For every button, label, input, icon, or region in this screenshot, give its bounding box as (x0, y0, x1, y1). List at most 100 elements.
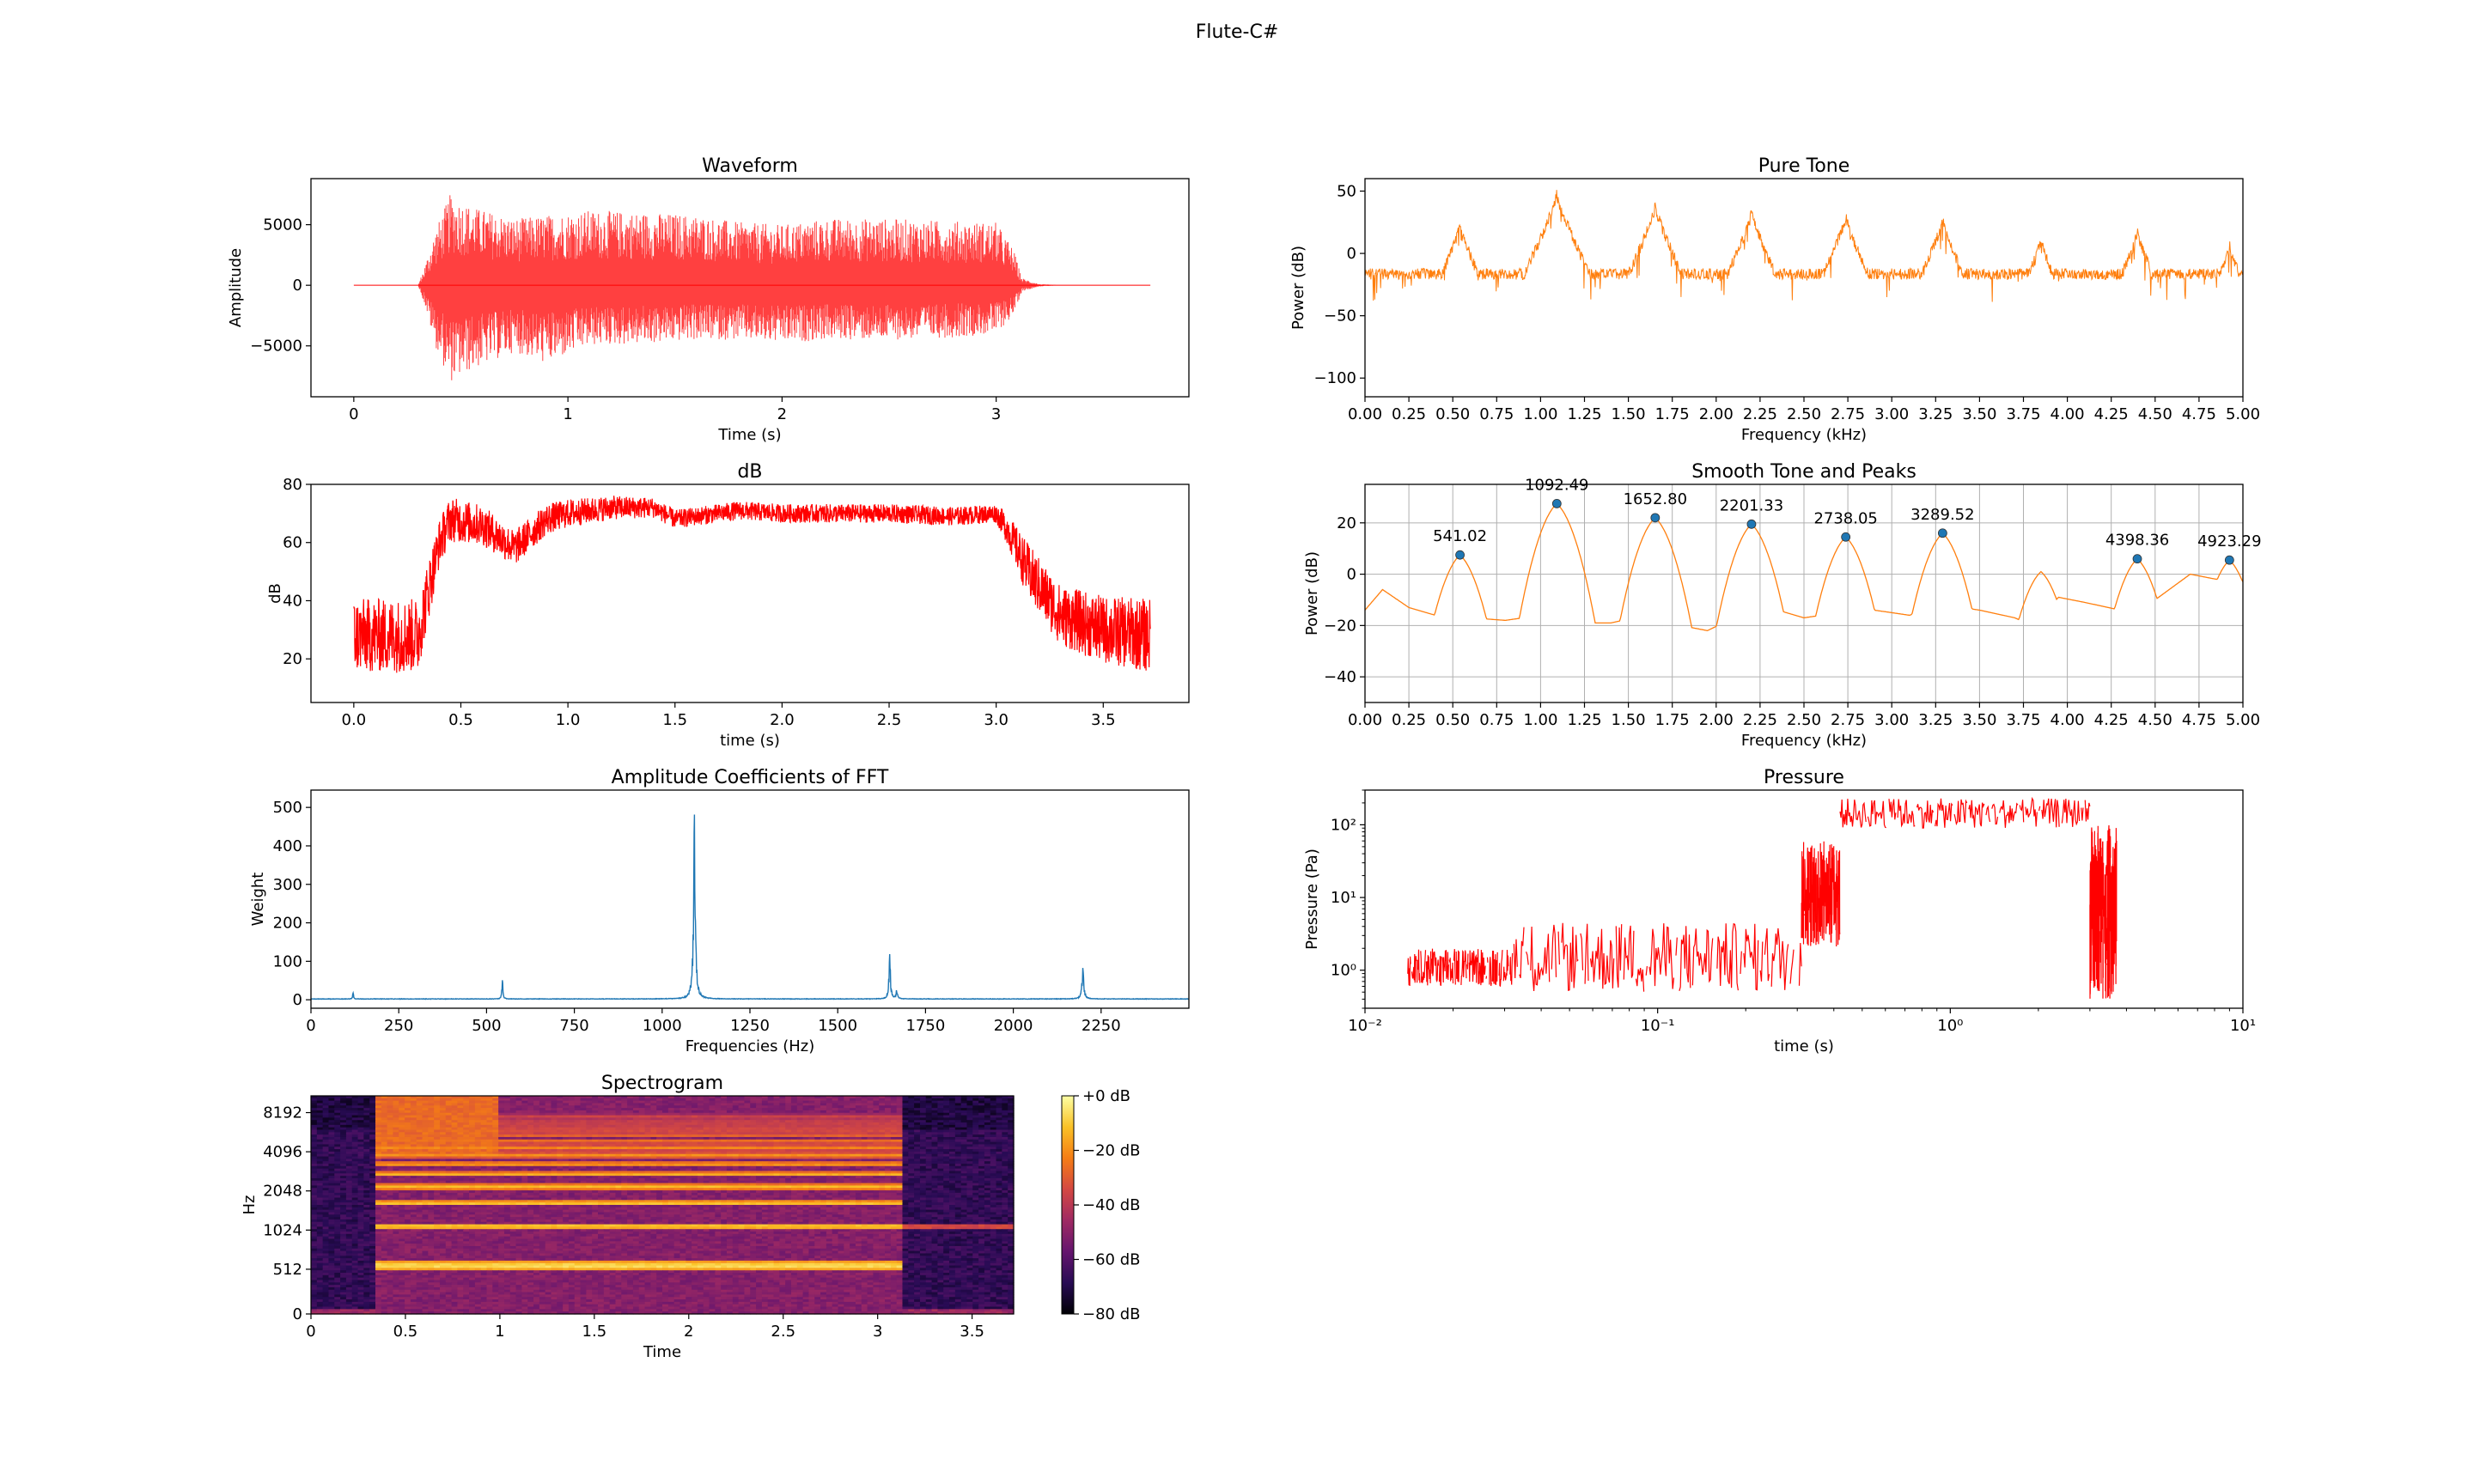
heatmap-cell (445, 1124, 453, 1128)
y-tick-label: 80 (283, 476, 302, 494)
x-tick-label: 4.00 (2050, 711, 2085, 729)
peak-marker (1937, 528, 1947, 538)
heatmap-cell (410, 1108, 417, 1111)
heatmap-cell (586, 1124, 593, 1128)
heatmap-cell (984, 1105, 991, 1109)
heatmap-cell (515, 1120, 522, 1123)
heatmap-cell (855, 1115, 862, 1118)
heatmap-cell (405, 1105, 411, 1109)
heatmap-cell (492, 1120, 499, 1123)
heatmap-cell (405, 1122, 411, 1126)
heatmap-cell (756, 1124, 763, 1128)
heatmap-cell (363, 1127, 370, 1131)
heatmap-cell (322, 1096, 330, 1099)
heatmap-cell (363, 1103, 370, 1106)
heatmap-cell (527, 1115, 534, 1118)
heatmap-cell (820, 1105, 827, 1109)
heatmap-cell (773, 1124, 780, 1128)
heatmap-cell (609, 1096, 617, 1099)
heatmap-cell (568, 1120, 576, 1123)
heatmap-cell (381, 1100, 388, 1104)
heatmap-cell (521, 1127, 528, 1131)
heatmap-cell (399, 1112, 405, 1116)
heatmap-cell (949, 1098, 956, 1102)
heatmap-cell (931, 1100, 938, 1104)
heatmap-cell (393, 1112, 399, 1116)
heatmap-cell (890, 1096, 898, 1099)
heatmap-cell (422, 1112, 429, 1116)
heatmap-cell (580, 1096, 587, 1099)
heatmap-cell (545, 1108, 552, 1111)
x-tick-label: 3.50 (1962, 405, 1996, 423)
heatmap-cell (814, 1112, 821, 1116)
heatmap-cell (1002, 1120, 1008, 1123)
heatmap-cell (393, 1124, 399, 1128)
x-tick-label: 0 (349, 405, 358, 423)
heatmap-cell (960, 1124, 968, 1128)
heatmap-cell (703, 1112, 710, 1116)
heatmap-cell (679, 1124, 686, 1128)
heatmap-cell (638, 1115, 646, 1118)
heatmap-cell (621, 1108, 628, 1111)
heatmap-cell (445, 1108, 453, 1111)
heatmap-cell (844, 1108, 850, 1111)
heatmap-cell (767, 1124, 775, 1128)
y-tick-label: 400 (273, 837, 302, 855)
heatmap-cell (603, 1115, 611, 1118)
heatmap-cell (750, 1120, 757, 1123)
heatmap-cell (311, 1108, 318, 1111)
peak-label: 4398.36 (2105, 532, 2169, 550)
heatmap-cell (509, 1120, 517, 1123)
heatmap-cell (679, 1122, 686, 1126)
heatmap-cell (627, 1115, 634, 1118)
heatmap-cell (445, 1100, 453, 1104)
heatmap-cell (393, 1100, 399, 1104)
heatmap-cell (428, 1103, 435, 1106)
heatmap-cell (527, 1096, 534, 1099)
x-tick-label: 10⁻² (1348, 1017, 1382, 1035)
heatmap-cell (756, 1100, 763, 1104)
heatmap-cell (533, 1098, 540, 1102)
heatmap-cell (867, 1096, 874, 1099)
heatmap-cell (457, 1105, 464, 1109)
heatmap-cell (638, 1112, 646, 1116)
heatmap-cell (563, 1115, 570, 1118)
heatmap-cell (896, 1117, 904, 1121)
heatmap-cell (451, 1112, 459, 1116)
heatmap-cell (393, 1105, 399, 1109)
heatmap-cell (908, 1122, 915, 1126)
heatmap-cell (761, 1108, 769, 1111)
heatmap-cell (539, 1122, 546, 1126)
heatmap-cell (703, 1108, 710, 1111)
heatmap-cell (410, 1110, 417, 1114)
heatmap-cell (879, 1115, 886, 1118)
heatmap-cell (686, 1122, 692, 1126)
heatmap-cell (721, 1100, 728, 1104)
heatmap-cell (469, 1122, 476, 1126)
heatmap-cell (527, 1108, 534, 1111)
heatmap-cell (990, 1112, 997, 1116)
heatmap-cell (492, 1103, 499, 1106)
heatmap-cell (919, 1124, 927, 1128)
heatmap-cell (937, 1096, 944, 1099)
heatmap-cell (563, 1100, 570, 1104)
heatmap-cell (334, 1124, 341, 1128)
heatmap-cell (996, 1103, 1002, 1106)
heatmap-cell (434, 1120, 441, 1123)
heatmap-cell (978, 1122, 985, 1126)
x-tick-label: 4.50 (2138, 405, 2172, 423)
heatmap-cell (990, 1117, 997, 1121)
heatmap-cell (340, 1098, 347, 1102)
heatmap-cell (914, 1100, 921, 1104)
heatmap-cell (896, 1098, 904, 1102)
heatmap-cell (533, 1120, 540, 1123)
heatmap-cell (738, 1115, 746, 1118)
heatmap-cell (832, 1096, 839, 1099)
heatmap-cell (756, 1120, 763, 1123)
heatmap-cell (785, 1122, 792, 1126)
heatmap-cell (667, 1112, 675, 1116)
y-tick-label: 200 (273, 915, 302, 933)
heatmap-cell (838, 1117, 844, 1121)
heatmap-cell (592, 1122, 599, 1126)
y-axis-label: dB (266, 583, 284, 604)
